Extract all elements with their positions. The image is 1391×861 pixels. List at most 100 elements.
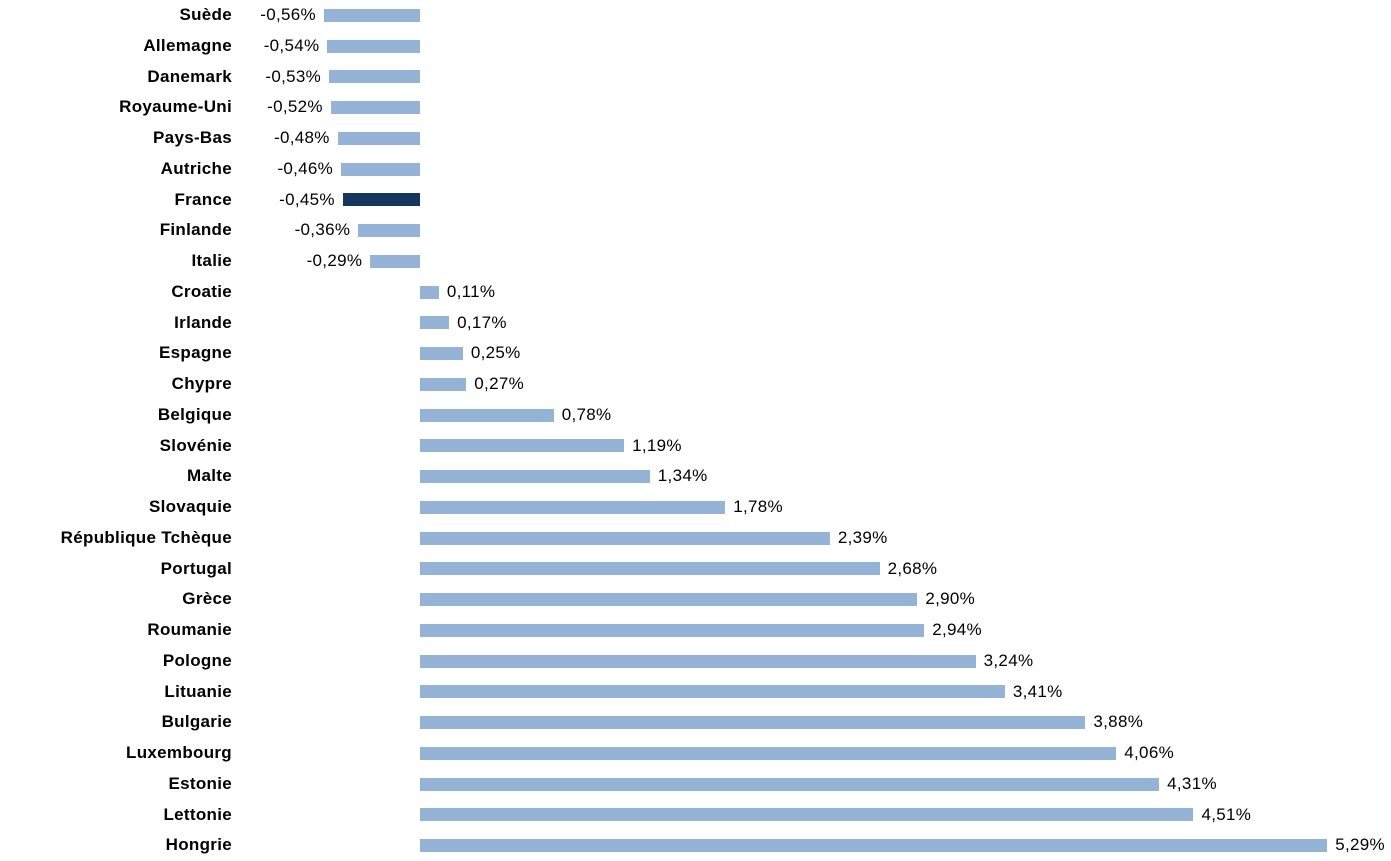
bar-row: Danemark -0,53% [0, 62, 1391, 93]
value-label: 5,29% [1335, 835, 1385, 855]
value-label: 3,88% [1093, 712, 1144, 732]
bar [420, 347, 463, 361]
value-label: 3,24% [983, 650, 1034, 670]
value-label: 2,68% [887, 558, 938, 578]
bar-row: Finlande -0,36% [0, 215, 1391, 246]
value-label: 4,51% [1201, 804, 1252, 824]
category-label: Pays-Bas [153, 128, 232, 147]
category-label: Lettonie [163, 804, 232, 824]
bar-row: République Tchèque 2,39% [0, 523, 1391, 554]
bar-row: Lettonie 4,51% [0, 800, 1391, 831]
bar [341, 162, 420, 176]
category-label: Hongrie [165, 835, 232, 855]
bar-row: Belgique 0,78% [0, 400, 1391, 431]
category-label: Allemagne [143, 35, 232, 55]
bar [420, 470, 650, 484]
bar-row: Espagne 0,25% [0, 338, 1391, 369]
category-label: Portugal [160, 558, 232, 578]
bar-row: Croatie 0,11% [0, 277, 1391, 308]
value-label: 0,17% [457, 312, 507, 332]
value-label: -0,29% [306, 251, 363, 270]
value-label: 0,25% [470, 343, 521, 363]
bar-row: Slovénie 1,19% [0, 431, 1391, 462]
value-label: -0,54% [263, 35, 320, 55]
bar-row: Autriche -0,46% [0, 154, 1391, 185]
bar-row: Grèce 2,90% [0, 584, 1391, 615]
bar-row: Suède -0,56% [0, 0, 1391, 31]
bar [329, 70, 420, 84]
bar-row: Lituanie 3,41% [0, 677, 1391, 708]
bar [420, 531, 830, 545]
category-label: Finlande [159, 220, 232, 240]
bar [337, 131, 420, 145]
bar [420, 377, 467, 391]
bar [420, 562, 880, 576]
value-label: 4,31% [1167, 773, 1217, 793]
bar [420, 316, 450, 330]
value-label: 4,06% [1124, 743, 1174, 762]
bar [420, 777, 1160, 791]
bar [327, 39, 420, 53]
bar [420, 285, 439, 299]
category-label: Pologne [162, 650, 232, 670]
category-label: République Tchèque [60, 527, 232, 547]
bar-row: Luxembourg 4,06% [0, 738, 1391, 769]
category-label: Lituanie [164, 681, 232, 701]
category-label: Irlande [174, 312, 232, 332]
bar-row: Hongrie 5,29% [0, 830, 1391, 861]
value-label: 2,90% [925, 589, 976, 609]
value-label: 1,34% [657, 466, 708, 486]
category-label: Autriche [160, 158, 232, 178]
category-label: Luxembourg [126, 743, 232, 762]
bar [370, 254, 420, 268]
value-label: 0,11% [446, 281, 496, 301]
category-label: Croatie [171, 281, 232, 301]
value-label: 1,78% [733, 497, 783, 516]
value-label: -0,56% [260, 5, 316, 24]
bar [420, 408, 554, 422]
bar [358, 224, 420, 238]
bar-row: Roumanie 2,94% [0, 615, 1391, 646]
category-label: Grèce [182, 589, 232, 609]
category-label: Belgique [157, 404, 232, 424]
bar-row: Chypre 0,27% [0, 369, 1391, 400]
category-label: Espagne [159, 343, 232, 363]
value-label: 0,27% [474, 374, 524, 393]
bar [420, 685, 1005, 699]
value-label: -0,52% [267, 97, 323, 117]
category-label: Slovaquie [148, 497, 232, 516]
category-label: France [174, 189, 232, 209]
bar-row: Bulgarie 3,88% [0, 707, 1391, 738]
bar-row: Portugal 2,68% [0, 554, 1391, 585]
category-label: Estonie [168, 773, 232, 793]
bar-row: Slovaquie 1,78% [0, 492, 1391, 523]
category-label: Chypre [171, 374, 232, 393]
value-label: 2,94% [932, 620, 982, 639]
value-label: -0,48% [274, 128, 330, 147]
bar [420, 808, 1194, 822]
category-label: Slovénie [159, 435, 232, 455]
bar [420, 746, 1117, 760]
bar-row: Allemagne -0,54% [0, 31, 1391, 62]
bar [420, 593, 918, 607]
bar-row: Irlande 0,17% [0, 308, 1391, 339]
value-label: 1,19% [632, 435, 682, 455]
bar [420, 439, 625, 453]
value-label: -0,45% [279, 189, 335, 209]
category-label: Suède [179, 5, 232, 24]
bar-row: Italie -0,29% [0, 246, 1391, 277]
bar [420, 623, 925, 637]
bar-row: Pays-Bas -0,48% [0, 123, 1391, 154]
bar-row: Royaume-Uni -0,52% [0, 92, 1391, 123]
category-label: Malte [187, 466, 232, 486]
value-label: 2,39% [837, 527, 888, 547]
bar [420, 716, 1086, 730]
bar [323, 8, 420, 22]
category-label: Danemark [147, 66, 232, 86]
value-label: -0,53% [265, 66, 322, 86]
category-label: Italie [191, 251, 232, 270]
bar [420, 839, 1328, 853]
value-label: -0,36% [294, 220, 351, 240]
bar [420, 654, 976, 668]
